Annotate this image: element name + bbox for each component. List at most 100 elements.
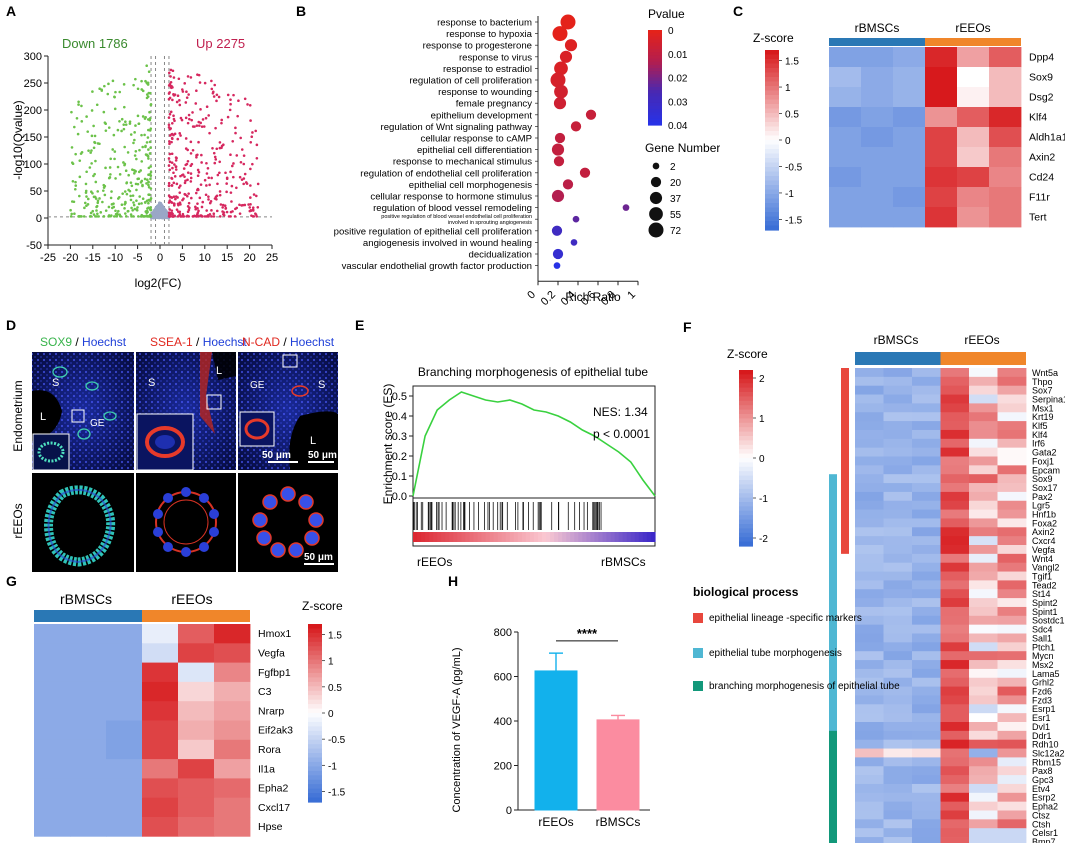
g-heatmap-cell [34,681,71,702]
volcano-ytick-label: 150 [24,132,42,144]
volcano-point [75,116,79,120]
volcano-point [167,157,171,160]
c-heatmap-cell [957,107,990,128]
f-heatmap-cell [912,819,941,829]
volcano-point [124,212,127,215]
f-heatmap-cell [883,730,913,741]
g-heatmap-gene-label: Nrarp [258,705,284,717]
pvalue-colorbar-segment [648,74,662,79]
c-colorbar-segment [765,77,779,83]
f-heatmap-cell [969,589,998,599]
volcano-point [76,132,80,136]
volcano-point [69,208,72,212]
volcano-point [196,168,200,172]
c-colorbar-segment [765,95,779,101]
f-heatmap-cell [883,624,913,634]
volcano-point [170,140,173,144]
volcano-point [152,215,155,219]
f-heatmap-cell [912,668,941,679]
g-heatmap-cell [34,643,71,663]
pvalue-colorbar-segment [648,52,662,56]
g-colorbar-segment [308,753,322,759]
volcano-point [250,214,253,217]
c-heatmap-gene-label: Klf4 [1029,112,1047,124]
volcano-point [80,104,83,108]
gsea-rank-bar [638,532,644,542]
c-colorbar-segment [765,221,779,227]
volcano-point [183,82,187,85]
f-heatmap-cell [940,695,970,705]
gsea-ytick-label: 0.2 [392,451,407,463]
f-heatmap-cell [940,810,970,820]
f-heatmap-cell [969,536,998,546]
f-colorbar-segment [739,497,753,503]
f-heatmap-cell [997,722,1027,732]
f-heatmap-cell [997,518,1027,528]
volcano-point [208,183,211,187]
g-colorbar-segment [308,766,322,772]
bar-ylabel: Concentration of VEGF-A (pg/mL) [451,647,463,812]
f-heatmap-cell [883,545,913,555]
g-colorbar-label: 0.5 [328,683,342,694]
volcano-point [252,215,256,218]
volcano-point [221,203,225,207]
f-colorbar-segment [739,396,753,402]
volcano-point [132,201,135,204]
volcano-point [251,208,255,211]
volcano-point [215,194,219,198]
volcano-point [248,206,252,209]
f-heatmap-cell [883,394,913,404]
gsea-rank-bar [433,532,438,542]
f-heatmap-gene-label: Sox17 [1032,483,1058,493]
volcano-point [172,204,176,207]
tissue-label-s3: S [318,379,325,391]
pvalue-colorbar-segment [648,112,662,117]
volcano-point [86,130,90,133]
f-colorbar-segment [739,427,753,433]
volcano-point [163,210,167,214]
go-term-label: regulation of endothelial cell prolifera… [360,168,532,179]
volcano-point [210,87,214,91]
volcano-point [113,150,117,153]
pvalue-colorbar-segment [648,61,662,66]
f-heatmap-cell [855,819,884,829]
gsea-rank-bar [445,532,450,542]
volcano-point [90,149,93,152]
gsea-rank-bar [529,532,535,542]
f-heatmap-cell [940,465,970,475]
volcano-point [123,145,126,149]
f-heatmap-cell [912,686,941,696]
c-heatmap-gene-label: Cd24 [1029,172,1054,184]
gsea-rank-bar [485,532,491,542]
volcano-point [152,213,155,216]
f-heatmap-cell [997,562,1027,572]
volcano-point [196,174,200,178]
f-heatmap-gene-label: St14 [1032,589,1051,599]
g-heatmap-cell [106,739,143,760]
volcano-xtick-label: -20 [62,252,78,264]
f-heatmap-cell [940,828,970,838]
volcano-point [144,144,147,148]
c-colorbar-segment [765,131,779,137]
volcano-point [118,119,121,123]
f-heatmap-gene-label: Sall1 [1032,633,1052,643]
volcano-point [87,149,90,152]
volcano-point [147,91,151,95]
c-colorbar-segment [765,203,779,209]
volcano-point [179,134,182,137]
volcano-point [134,77,137,81]
volcano-point [158,202,162,206]
volcano-point [186,75,190,78]
marker-ssea1: SSEA-1 [150,335,193,349]
c-heatmap-cell [925,147,958,168]
volcano-point [109,173,112,176]
volcano-point [226,93,230,97]
g-heatmap-cell [142,624,179,644]
f-heatmap-cell [883,421,913,431]
f-heatmap-cell [855,677,884,687]
f-heatmap-cell [997,819,1027,829]
volcano-point [211,91,215,95]
bp-bar-lineage [841,368,849,554]
volcano-point [70,146,74,149]
volcano-point [179,203,182,206]
